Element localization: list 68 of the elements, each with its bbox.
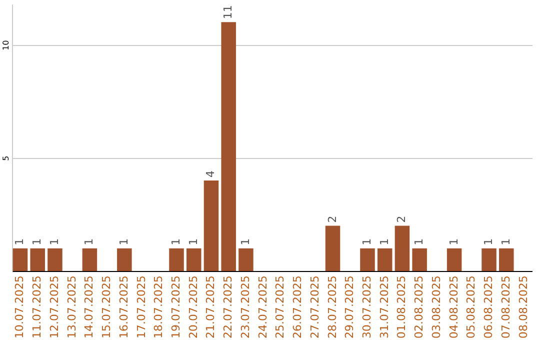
x-tick-label: 24.07.2025 [256,276,270,338]
bar [238,248,254,271]
data-label: 4 [204,170,218,178]
x-tick-label: 13.07.2025 [65,276,78,338]
bar [221,22,236,271]
data-label: 1 [447,238,460,246]
x-tick-label: 14.07.2025 [82,276,96,338]
bar [325,226,340,271]
data-label: 1 [482,238,496,246]
data-label: 1 [170,238,183,246]
data-label: 2 [326,216,339,223]
x-tick-label: 07.08.2025 [499,276,512,338]
bar [412,248,427,271]
bar [394,226,410,271]
x-tick-label: 22.07.2025 [222,276,235,338]
x-tick-label: 23.07.2025 [238,276,252,338]
x-tick-label: 20.07.2025 [186,276,200,338]
data-label: 1 [499,238,512,246]
x-tick-label: 25.07.2025 [274,276,287,338]
x-tick-label: 05.08.2025 [464,276,478,338]
y-tick-label: 5 [2,156,10,161]
bar [82,248,98,271]
bar [377,248,392,271]
data-label: 2 [395,216,408,223]
bar [117,248,132,271]
x-tick-label: 17.07.2025 [134,276,148,338]
data-label: 1 [48,238,61,246]
data-label: 1 [13,238,26,246]
bar [482,248,496,271]
data-label: 1 [82,238,96,246]
bar [169,248,184,271]
bar [30,248,45,271]
data-label: 1 [30,238,44,246]
bar [360,248,375,271]
data-label: 1 [117,238,130,246]
bar [186,248,202,271]
data-label: 1 [360,238,374,246]
data-label: 1 [186,238,200,246]
x-tick-label: 30.07.2025 [360,276,374,338]
x-tick-label: 21.07.2025 [204,276,218,338]
bar [12,248,28,271]
data-label: 1 [378,238,391,246]
bar [204,180,219,271]
bar [446,248,462,271]
x-tick-label: 27.07.2025 [308,276,322,338]
x-tick-label: 10.07.2025 [13,276,26,338]
x-tick-label: 28.07.2025 [326,276,339,338]
x-tick-label: 19.07.2025 [170,276,183,338]
x-tick-label: 02.08.2025 [412,276,426,338]
x-tick-label: 18.07.2025 [152,276,166,338]
x-tick-label: 08.08.2025 [516,276,530,338]
data-label: 1 [238,238,252,246]
x-tick-label: 15.07.2025 [100,276,114,338]
x-tick-label: 31.07.2025 [378,276,391,338]
x-tick-label: 11.07.2025 [30,276,44,338]
bar [48,248,62,271]
x-tick-label: 03.08.2025 [430,276,443,338]
data-label: 11 [222,5,235,20]
x-tick-label: 06.08.2025 [482,276,496,338]
x-tick-label: 16.07.2025 [117,276,130,338]
data-label: 1 [412,238,426,246]
x-tick-label: 12.07.2025 [48,276,61,338]
bar [499,248,514,271]
x-tick-label: 26.07.2025 [291,276,304,338]
x-tick-label: 29.07.2025 [343,276,356,338]
x-tick-label: 04.08.2025 [447,276,460,338]
x-tick-label: 01.08.2025 [395,276,408,338]
y-tick-label: 10 [2,40,10,50]
